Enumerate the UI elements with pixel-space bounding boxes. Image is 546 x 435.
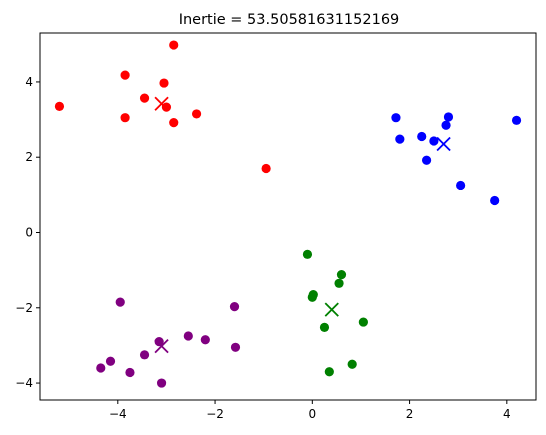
data-point bbox=[347, 359, 357, 369]
data-point bbox=[456, 180, 466, 191]
y-tick-label: 2 bbox=[25, 150, 33, 164]
data-point bbox=[421, 155, 432, 165]
centroid-marker bbox=[436, 136, 451, 152]
data-point bbox=[156, 378, 167, 388]
data-point bbox=[169, 117, 179, 128]
data-point bbox=[308, 290, 318, 300]
data-point bbox=[429, 136, 439, 146]
centroid-marker bbox=[324, 302, 339, 317]
centroid-stroke bbox=[154, 339, 169, 354]
data-point bbox=[120, 113, 130, 123]
data-point bbox=[417, 131, 427, 142]
data-point bbox=[96, 363, 106, 373]
data-point bbox=[319, 322, 330, 332]
data-point bbox=[395, 134, 405, 144]
data-point bbox=[443, 112, 454, 122]
y-tick-label: −2 bbox=[15, 301, 33, 315]
data-point bbox=[336, 270, 347, 280]
centroid-marker bbox=[154, 96, 169, 111]
centroid-stroke bbox=[436, 136, 451, 152]
data-point bbox=[229, 302, 240, 312]
data-point bbox=[120, 70, 130, 80]
data-point bbox=[334, 278, 344, 288]
data-point bbox=[261, 163, 271, 174]
x-tick-label: −4 bbox=[109, 407, 127, 421]
x-tick-label: −2 bbox=[206, 407, 224, 421]
cluster-2 bbox=[302, 249, 368, 377]
data-point bbox=[159, 78, 169, 88]
chart-title: Inertie = 53.50581631152169 bbox=[179, 12, 400, 28]
data-point bbox=[511, 115, 522, 125]
data-point bbox=[191, 109, 202, 119]
data-point bbox=[200, 335, 210, 345]
data-point bbox=[139, 93, 150, 103]
data-point bbox=[302, 249, 313, 259]
data-point bbox=[139, 350, 150, 360]
data-point bbox=[490, 195, 500, 206]
data-point bbox=[358, 317, 368, 327]
axes-frame bbox=[39, 32, 537, 401]
data-point bbox=[115, 297, 125, 307]
y-tick-label: −4 bbox=[15, 376, 33, 390]
data-point bbox=[441, 120, 451, 130]
x-tick-label: 4 bbox=[503, 407, 511, 421]
data-point bbox=[154, 337, 164, 347]
data-point bbox=[391, 113, 401, 123]
centroid-stroke bbox=[324, 302, 339, 317]
x-tick-label: 0 bbox=[308, 407, 316, 421]
data-point bbox=[183, 331, 193, 341]
data-point bbox=[105, 356, 116, 366]
y-tick-label: 4 bbox=[25, 75, 33, 89]
cluster-3 bbox=[96, 297, 241, 388]
x-tick-label: 2 bbox=[406, 407, 414, 421]
data-point bbox=[169, 40, 179, 50]
plot-area bbox=[40, 33, 536, 400]
centroid-marker bbox=[154, 339, 169, 354]
y-tick-label: 0 bbox=[25, 225, 33, 239]
cluster-1 bbox=[391, 112, 522, 206]
cluster-0 bbox=[54, 40, 271, 174]
data-point bbox=[54, 101, 65, 111]
data-point bbox=[324, 367, 334, 377]
data-point bbox=[161, 102, 172, 112]
data-point bbox=[230, 342, 241, 352]
data-point bbox=[125, 367, 135, 378]
centroid-stroke bbox=[154, 96, 169, 111]
